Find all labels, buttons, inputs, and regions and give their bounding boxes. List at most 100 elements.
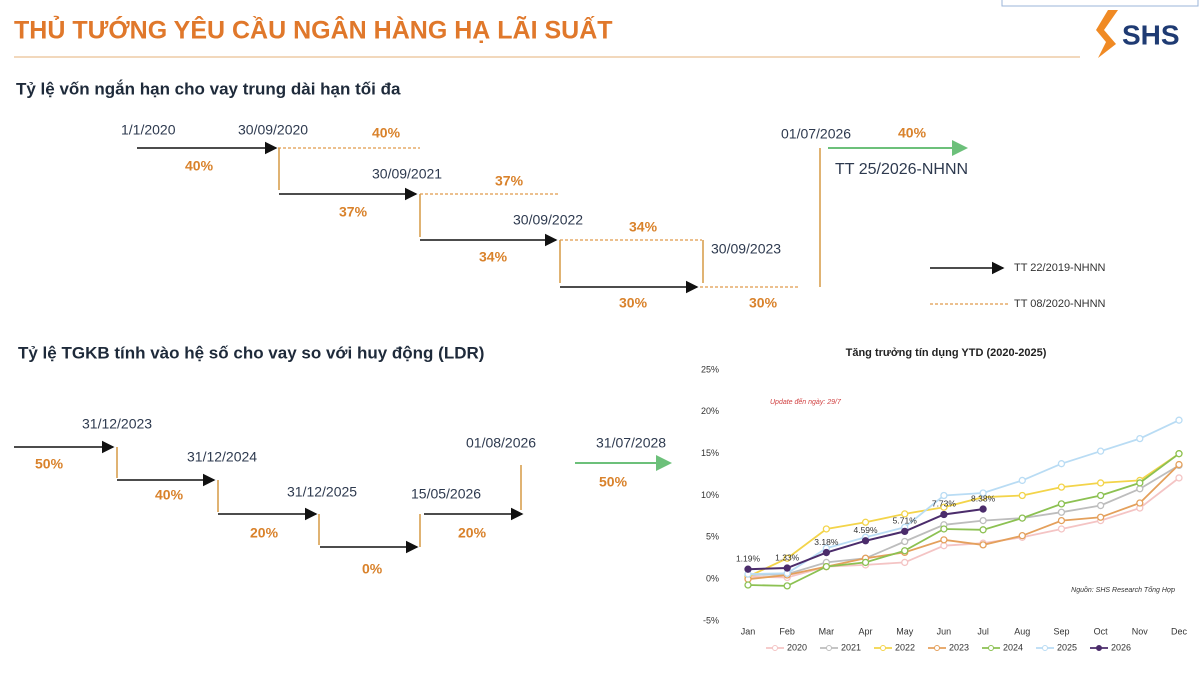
legend-marker [988,645,994,651]
date: 30/09/2022 [513,212,583,228]
data-point [940,525,948,533]
rate: 0% [362,561,383,577]
legend-label: 2024 [1003,642,1023,652]
rate: 40% [372,125,401,141]
data-point [783,582,791,590]
date: 01/07/2026 [781,126,851,142]
data-label: 8.38% [971,493,996,503]
data-point [979,516,987,525]
data-point [1136,434,1144,443]
data-label: 1.19% [736,553,761,563]
regulation: TT 25/2026-NHNN [835,161,968,178]
legend-text: TT 22/2019-NHNN [1014,262,1106,274]
data-point [744,565,752,573]
rate: 40% [155,487,184,503]
series-line [747,419,1180,575]
y-tick-label: 20% [701,406,719,416]
data-point [979,505,987,513]
legend-label: 2021 [841,642,861,652]
credit-growth-chart: Tăng trưởng tín dụng YTD (2020-2025) Upd… [701,347,1188,652]
data-point [1018,532,1026,540]
logo-mark [1096,10,1118,58]
rate: 30% [749,295,778,311]
date: 15/05/2026 [411,486,481,502]
rate: 34% [629,219,658,235]
data-point [1057,525,1066,533]
date: 01/08/2026 [466,435,536,451]
date: 30/09/2023 [711,241,781,257]
rate: 30% [619,295,648,311]
legend-marker [880,645,886,651]
data-label: 3.18% [814,537,839,547]
annotation: Update đến ngày: 29/7 [770,398,842,406]
timeline-1: 1/1/2020 30/09/2020 30/09/2021 30/09/202… [121,122,1106,311]
page-title: THỦ TƯỚNG YÊU CẦU NGÂN HÀNG HẠ LÃI SUẤT [14,15,613,45]
data-point [940,503,948,511]
data-label: 4.59% [853,525,878,535]
data-point [822,525,831,533]
section-title: Tỷ lệ vốn ngắn hạn cho vay trung dài hạn… [16,79,401,98]
data-label: 7.73% [932,499,957,509]
legend-marker [1096,645,1102,651]
data-point [1096,513,1105,521]
rate: 37% [339,204,368,220]
rate: 20% [458,525,487,541]
legend-label: 2026 [1111,642,1131,652]
legend-label: 2022 [895,642,915,652]
data-point [1057,508,1066,516]
rate: 37% [495,173,524,189]
legend-label: 2025 [1057,642,1077,652]
data-point [901,547,909,555]
data-point [901,527,909,536]
legend-marker [934,645,940,651]
x-tick-label: Jul [977,626,989,636]
rate: 40% [898,125,927,141]
data-point [1096,479,1105,487]
data-point [861,558,870,567]
x-tick-label: Sep [1053,626,1069,636]
data-point [940,542,948,550]
data-point [1096,447,1105,455]
data-point [861,537,870,545]
data-point [979,526,987,534]
rate: 40% [185,158,214,174]
data-point [940,510,948,519]
data-point [940,491,948,500]
data-point [1175,450,1183,458]
data-point [1018,476,1026,485]
series-line [747,464,1180,576]
legend-label: 2023 [949,642,969,652]
rate: 50% [599,474,628,490]
data-point [783,554,791,562]
data-label: 1.33% [775,552,800,562]
legend-label: 2020 [787,642,807,652]
data-point [1136,485,1144,493]
y-tick-label: 15% [701,448,719,458]
y-tick-label: 0% [706,574,719,584]
data-point [861,518,870,526]
data-point [1057,500,1066,508]
logo-text: SHS [1122,19,1180,50]
logo: SHS [1096,10,1180,58]
x-tick-label: Aug [1014,626,1030,636]
x-tick-label: May [896,626,914,636]
rate: 20% [250,525,279,541]
data-point [1018,514,1026,522]
source: Nguồn: SHS Research Tổng Hợp [1071,585,1175,594]
section-title: Tỷ lệ TGKB tính vào hệ số cho vay so với… [18,343,484,362]
x-tick-label: Feb [779,626,795,636]
data-point [822,562,831,571]
series-line [747,452,1180,587]
series-line [747,452,1180,578]
data-point [901,510,909,518]
x-tick-label: Dec [1171,626,1188,636]
date: 31/12/2025 [287,484,357,500]
data-point [1057,460,1066,468]
data-point [744,581,752,589]
frame [1001,0,1199,7]
date: 31/12/2024 [187,449,257,465]
legend-text: TT 08/2020-NHNN [1014,298,1106,310]
x-tick-label: Oct [1094,626,1109,636]
